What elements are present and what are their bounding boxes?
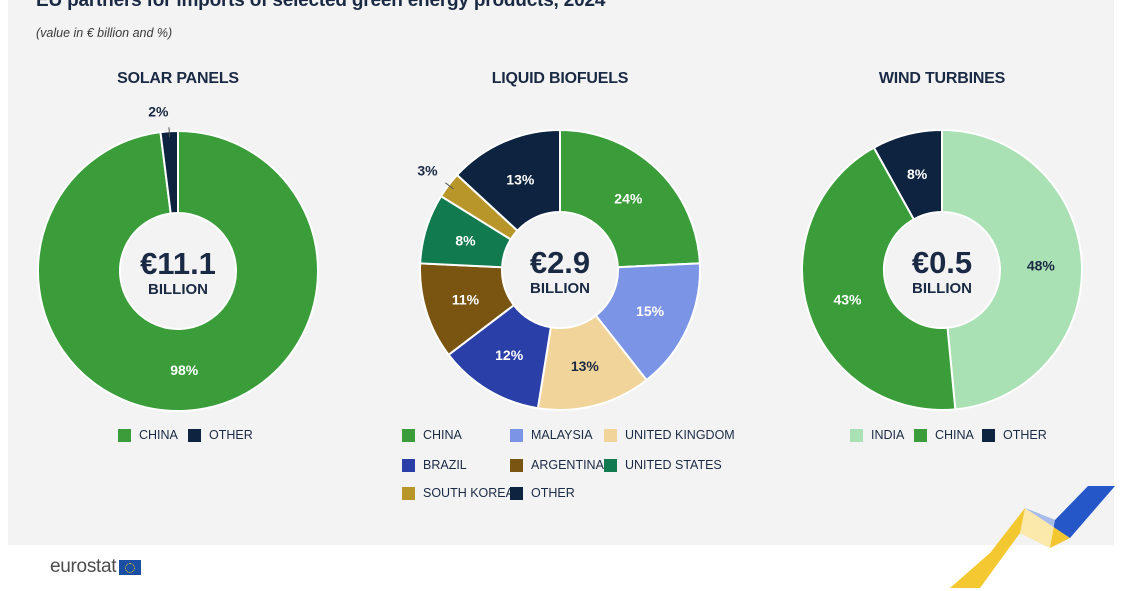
legend-item-other: OTHER bbox=[982, 428, 1047, 442]
center-value: €11.1 bbox=[140, 246, 216, 281]
legend-label: OTHER bbox=[209, 428, 253, 442]
legend-swatch bbox=[604, 428, 617, 442]
legend-item-china: CHINA bbox=[914, 428, 974, 442]
legend-item-other: OTHER bbox=[510, 486, 575, 500]
slice-label-other: 8% bbox=[907, 166, 928, 182]
legend-item-brazil: BRAZIL bbox=[402, 458, 467, 472]
slice-label-other: 2% bbox=[148, 103, 169, 119]
slice-malaysia bbox=[594, 262, 701, 382]
legend-label: BRAZIL bbox=[423, 458, 467, 472]
legend-item-united-states: UNITED STATES bbox=[604, 458, 722, 472]
footer bbox=[0, 545, 1128, 591]
decorative-chevron-graphic bbox=[950, 486, 1115, 588]
legend-swatch bbox=[402, 458, 415, 472]
slice-china bbox=[559, 128, 701, 269]
eurostat-logo: eurostat bbox=[50, 556, 142, 578]
legend-swatch bbox=[402, 486, 415, 500]
center-value: €2.9 bbox=[530, 245, 590, 280]
legend-swatch bbox=[982, 428, 995, 442]
center-unit: BILLION bbox=[530, 280, 590, 297]
slice-label-brazil: 12% bbox=[495, 347, 524, 363]
legend-swatch bbox=[402, 428, 415, 442]
slice-other bbox=[455, 128, 561, 233]
legend-label: CHINA bbox=[139, 428, 178, 442]
legend-item-china: CHINA bbox=[402, 428, 462, 442]
legend-label: UNITED KINGDOM bbox=[625, 428, 735, 442]
page-subtitle: (value in € billion and %) bbox=[36, 26, 173, 40]
legend-item-malaysia: MALAYSIA bbox=[510, 428, 593, 442]
center-value: €0.5 bbox=[912, 245, 972, 280]
legend-item-other: OTHER bbox=[188, 428, 253, 442]
leader-line-south-korea bbox=[445, 182, 454, 190]
leader-line-other bbox=[168, 127, 171, 138]
slice-india bbox=[941, 128, 1083, 411]
page-title: EU partners for imports of selected gree… bbox=[36, 0, 606, 11]
legend-item-china: CHINA bbox=[118, 428, 178, 442]
legend-swatch bbox=[604, 458, 617, 472]
legend-label: OTHER bbox=[1003, 428, 1047, 442]
slice-china bbox=[37, 129, 319, 412]
eu-flag-icon bbox=[119, 559, 142, 575]
slice-label-argentina: 11% bbox=[452, 291, 480, 307]
slice-other bbox=[872, 128, 943, 221]
slice-other bbox=[159, 129, 179, 215]
slice-china bbox=[801, 146, 957, 411]
legend-swatch bbox=[510, 428, 523, 442]
slice-label-china: 98% bbox=[170, 362, 199, 378]
legend-swatch bbox=[510, 486, 523, 500]
legend-item-south-korea: SOUTH KOREA bbox=[402, 486, 514, 500]
legend-swatch bbox=[188, 428, 201, 442]
center-unit: BILLION bbox=[148, 281, 208, 298]
slice-label-united-states: 8% bbox=[455, 233, 476, 249]
brand-name: eurostat bbox=[50, 556, 117, 577]
slice-label-china: 24% bbox=[614, 190, 643, 206]
chart-title-wind-turbines: WIND TURBINES bbox=[878, 70, 1006, 87]
chart-panel bbox=[8, 0, 1114, 545]
legend-label: INDIA bbox=[871, 428, 905, 442]
slice-label-other: 13% bbox=[506, 171, 535, 187]
legend-label: MALAYSIA bbox=[531, 428, 593, 442]
legend-item-united-kingdom: UNITED KINGDOM bbox=[604, 428, 735, 442]
legend-label: SOUTH KOREA bbox=[423, 486, 514, 500]
legend-label: OTHER bbox=[531, 486, 575, 500]
slice-label-united-kingdom: 13% bbox=[571, 358, 600, 374]
legend-label: UNITED STATES bbox=[625, 458, 722, 472]
legend-swatch bbox=[118, 428, 131, 442]
slice-label-china: 43% bbox=[833, 291, 862, 307]
legend-swatch bbox=[914, 428, 927, 442]
legend-label: ARGENTINA bbox=[531, 458, 604, 472]
chart-title-solar-panels: SOLAR PANELS bbox=[117, 70, 239, 87]
legend-swatch bbox=[510, 458, 523, 472]
chart-title-liquid-biofuels: LIQUID BIOFUELS bbox=[491, 70, 629, 87]
slice-label-south-korea: 3% bbox=[417, 163, 438, 179]
slice-label-malaysia: 15% bbox=[636, 303, 665, 319]
legend-swatch bbox=[850, 428, 863, 442]
legend-item-argentina: ARGENTINA bbox=[510, 458, 604, 472]
slice-label-india: 48% bbox=[1027, 257, 1056, 273]
legend-label: CHINA bbox=[935, 428, 974, 442]
legend-label: CHINA bbox=[423, 428, 462, 442]
legend-item-india: INDIA bbox=[850, 428, 904, 442]
center-unit: BILLION bbox=[912, 280, 972, 297]
